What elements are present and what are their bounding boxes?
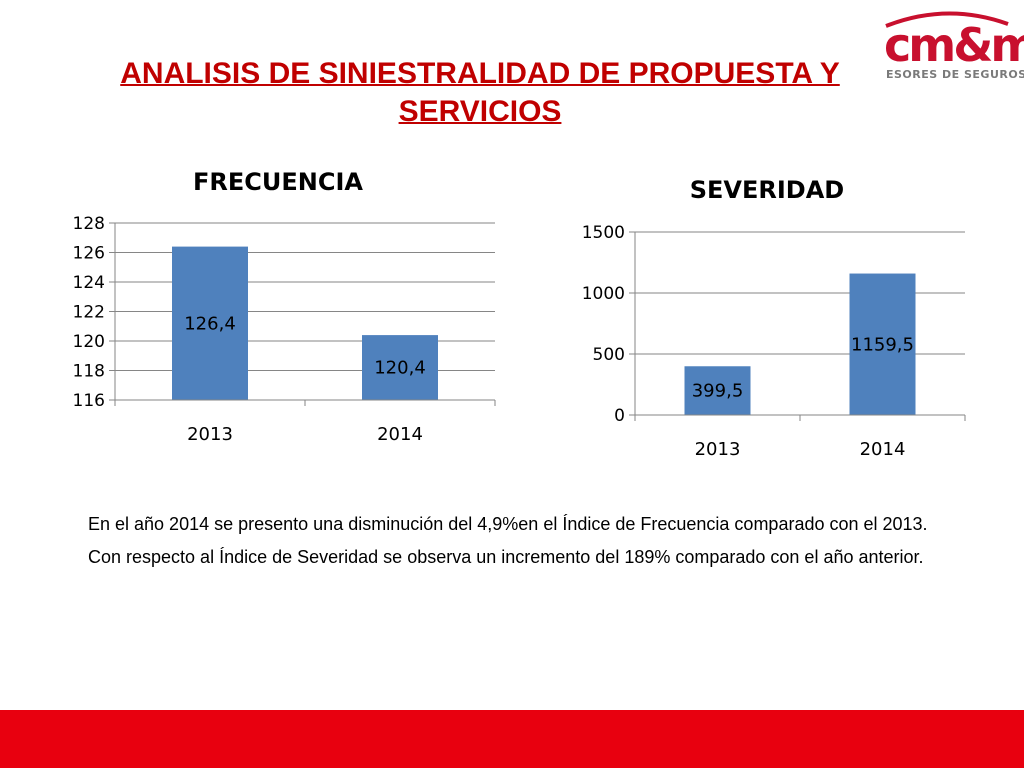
y-tick-label: 0 xyxy=(614,406,625,426)
summary-paragraph-frecuencia: En el año 2014 se presento una disminuci… xyxy=(88,514,928,534)
company-logo: cm&m ESORES DE SEGUROS xyxy=(860,6,1024,86)
x-tick-label: 2014 xyxy=(377,424,423,445)
logo-subtitle: ESORES DE SEGUROS xyxy=(886,68,1024,81)
y-tick-label: 120 xyxy=(73,332,105,352)
y-tick-label: 1500 xyxy=(582,223,625,243)
logo-text: cm&m xyxy=(884,18,1024,72)
bar-2014 xyxy=(849,273,916,415)
summary-text: En el año 2014 se presento una disminuci… xyxy=(88,512,954,578)
y-tick-label: 122 xyxy=(73,303,105,323)
y-tick-label: 116 xyxy=(73,391,105,411)
summary-paragraph-severidad: Con respecto al Índice de Severidad se o… xyxy=(88,547,924,567)
y-tick-label: 500 xyxy=(593,345,625,365)
x-tick-label: 2013 xyxy=(695,439,741,460)
data-label: 399,5 xyxy=(692,381,744,402)
data-label: 120,4 xyxy=(374,358,426,379)
chart-title: FRECUENCIA xyxy=(193,168,363,196)
chart-severidad: SEVERIDAD 0 500 1000 1500 399,5 2013 1159,5 2014 xyxy=(582,176,966,460)
chart-frecuencia: FRECUENCIA 116 118 120 122 124 126 128 126,4 2013… xyxy=(73,168,496,445)
data-label: 1159,5 xyxy=(851,334,914,355)
y-tick-label: 118 xyxy=(73,362,105,382)
slide-title: ANALISIS DE SINIESTRALIDAD DE PROPUESTA … xyxy=(120,57,840,128)
bar-2013 xyxy=(172,246,248,400)
y-tick-label: 126 xyxy=(73,244,105,264)
y-tick-label: 1000 xyxy=(582,284,625,304)
bar-2013 xyxy=(684,366,751,415)
chart-title: SEVERIDAD xyxy=(690,176,844,204)
y-tick-label: 124 xyxy=(73,273,105,293)
bar-2014 xyxy=(362,335,438,400)
x-tick-label: 2013 xyxy=(187,424,233,445)
x-tick-label: 2014 xyxy=(860,439,906,460)
logo-arc-icon xyxy=(885,11,1009,28)
footer-bar xyxy=(0,710,1024,768)
data-label: 126,4 xyxy=(184,313,236,334)
y-tick-label: 128 xyxy=(73,214,105,234)
